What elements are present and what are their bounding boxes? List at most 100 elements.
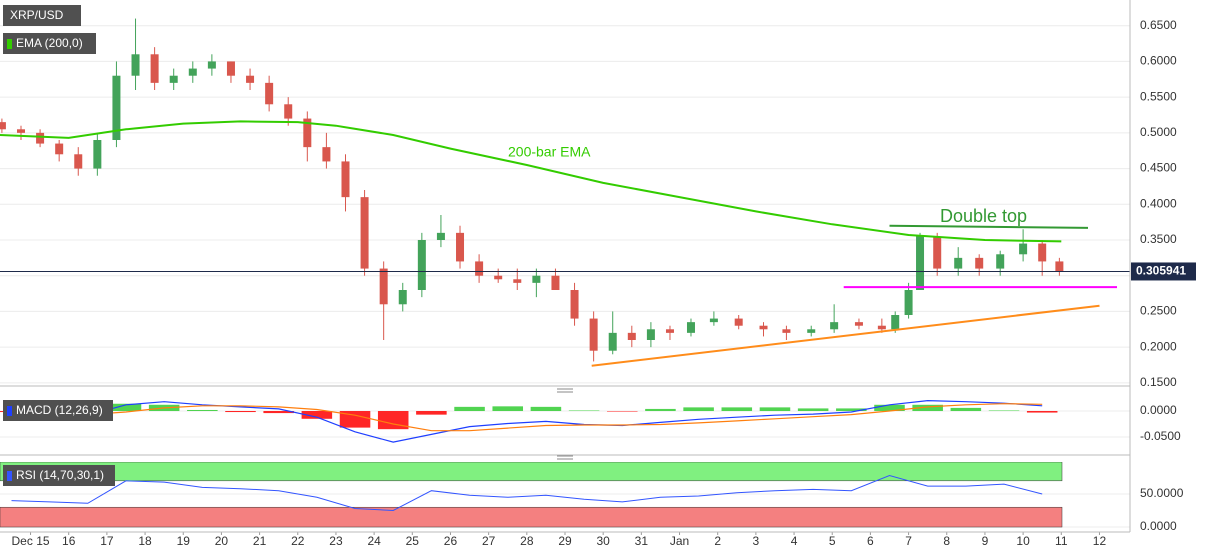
- candle-body: [150, 54, 159, 83]
- last-price-label: 0.305941: [1136, 264, 1186, 278]
- candle-body: [646, 329, 655, 340]
- candle-body: [570, 290, 579, 319]
- histogram-bar: [912, 404, 943, 412]
- histogram-bar: [988, 410, 1020, 412]
- candle-body: [1019, 243, 1028, 255]
- candle-body: [627, 332, 636, 340]
- y-tick-label: 0.1500: [1140, 375, 1177, 389]
- histogram-bar: [530, 406, 562, 412]
- y-tick-label: 0.4000: [1140, 196, 1177, 210]
- x-tick-label: 10: [1016, 534, 1030, 548]
- trend-line: [889, 224, 1089, 229]
- x-tick-label: 16: [62, 534, 76, 548]
- candle-body: [589, 318, 598, 351]
- legend-item[interactable]: XRP/USD: [3, 5, 81, 26]
- candle-body: [93, 140, 102, 169]
- candle-body: [436, 232, 445, 240]
- histogram-bar: [683, 407, 714, 412]
- histogram-bar: [874, 404, 905, 412]
- legend-label: RSI (14,70,30,1): [16, 468, 104, 482]
- candle-body: [188, 68, 197, 76]
- x-tick-label: Dec 15: [12, 534, 50, 548]
- y-tick-label: 50.0000: [1140, 486, 1184, 500]
- x-tick-label: 30: [596, 534, 610, 548]
- histogram-bar: [836, 408, 867, 412]
- x-tick-label: 11: [1055, 534, 1068, 548]
- x-tick-label: 2: [714, 534, 721, 548]
- trend-line: [591, 304, 1100, 367]
- histogram-bar: [225, 411, 256, 413]
- candle-body: [246, 75, 255, 83]
- x-tick-label: 4: [791, 534, 798, 548]
- candle-body: [532, 275, 541, 283]
- x-tick-label: 9: [982, 534, 989, 548]
- candle-body: [55, 143, 64, 155]
- x-tick-label: 23: [329, 534, 343, 548]
- candle-body: [782, 329, 791, 333]
- candle-body: [36, 132, 45, 144]
- candle-body: [608, 332, 617, 351]
- x-tick-label: 8: [943, 534, 950, 548]
- candle-body: [475, 261, 484, 276]
- legend-item[interactable]: RSI (14,70,30,1): [3, 465, 115, 486]
- candle-body: [417, 240, 426, 290]
- annotation: Double top: [940, 206, 1027, 226]
- rsi-line: [11, 474, 1043, 512]
- candle-body: [830, 322, 839, 330]
- candle-body: [303, 118, 312, 148]
- y-tick-label: 0.2500: [1140, 304, 1177, 318]
- x-tick-label: 5: [829, 534, 836, 548]
- resize-handle[interactable]: [557, 388, 573, 393]
- macd-line: [11, 403, 1043, 432]
- histogram-bar: [568, 410, 600, 412]
- legend-label: MACD (12,26,9): [16, 403, 103, 417]
- candle-body: [494, 275, 503, 280]
- resize-handle[interactable]: [557, 455, 573, 460]
- histogram-bar: [606, 411, 638, 412]
- histogram-bar: [339, 411, 371, 428]
- candle-body: [916, 236, 925, 290]
- candle-body: [904, 290, 913, 315]
- candle-body: [456, 232, 465, 262]
- candle-body: [226, 61, 235, 76]
- x-tick-label: 28: [520, 534, 534, 548]
- histogram-bar: [187, 409, 218, 412]
- candle-body: [284, 104, 293, 119]
- candle-body: [854, 322, 863, 326]
- candle-body: [933, 236, 942, 269]
- candle-body: [975, 257, 984, 269]
- candle-body: [398, 290, 407, 305]
- candle-body: [709, 318, 718, 323]
- x-tick-label: 19: [177, 534, 191, 548]
- x-tick-label: 17: [100, 534, 114, 548]
- x-tick-label: Jan: [670, 534, 689, 548]
- candle-body: [877, 325, 886, 330]
- y-tick-label: -0.0500: [1140, 429, 1181, 443]
- y-tick-label: 0.6500: [1140, 18, 1177, 32]
- x-tick-label: 25: [406, 534, 420, 548]
- candle-body: [169, 75, 178, 83]
- y-tick-label: 0.4500: [1140, 161, 1177, 175]
- legend-item[interactable]: MACD (12,26,9): [3, 400, 113, 421]
- candle-body: [996, 254, 1005, 269]
- y-tick-label: 0.0000: [1140, 403, 1177, 417]
- legend-item[interactable]: EMA (200,0): [3, 33, 96, 54]
- candle-body: [341, 161, 350, 198]
- candle-body: [322, 147, 331, 162]
- x-tick-label: 3: [753, 534, 760, 548]
- histogram-bar: [1026, 411, 1058, 413]
- x-tick-label: 27: [482, 534, 496, 548]
- ema-line: [0, 120, 1062, 243]
- candle-body: [16, 129, 25, 133]
- candle-body: [734, 318, 743, 326]
- candle-body: [513, 279, 522, 283]
- histogram-bar: [950, 407, 982, 412]
- x-tick-label: 20: [215, 534, 229, 548]
- x-tick-label: 12: [1093, 534, 1107, 548]
- histogram-bar: [454, 406, 485, 412]
- histogram-bar: [797, 408, 829, 412]
- candle-body: [207, 61, 216, 69]
- y-tick-label: 0.3500: [1140, 232, 1177, 246]
